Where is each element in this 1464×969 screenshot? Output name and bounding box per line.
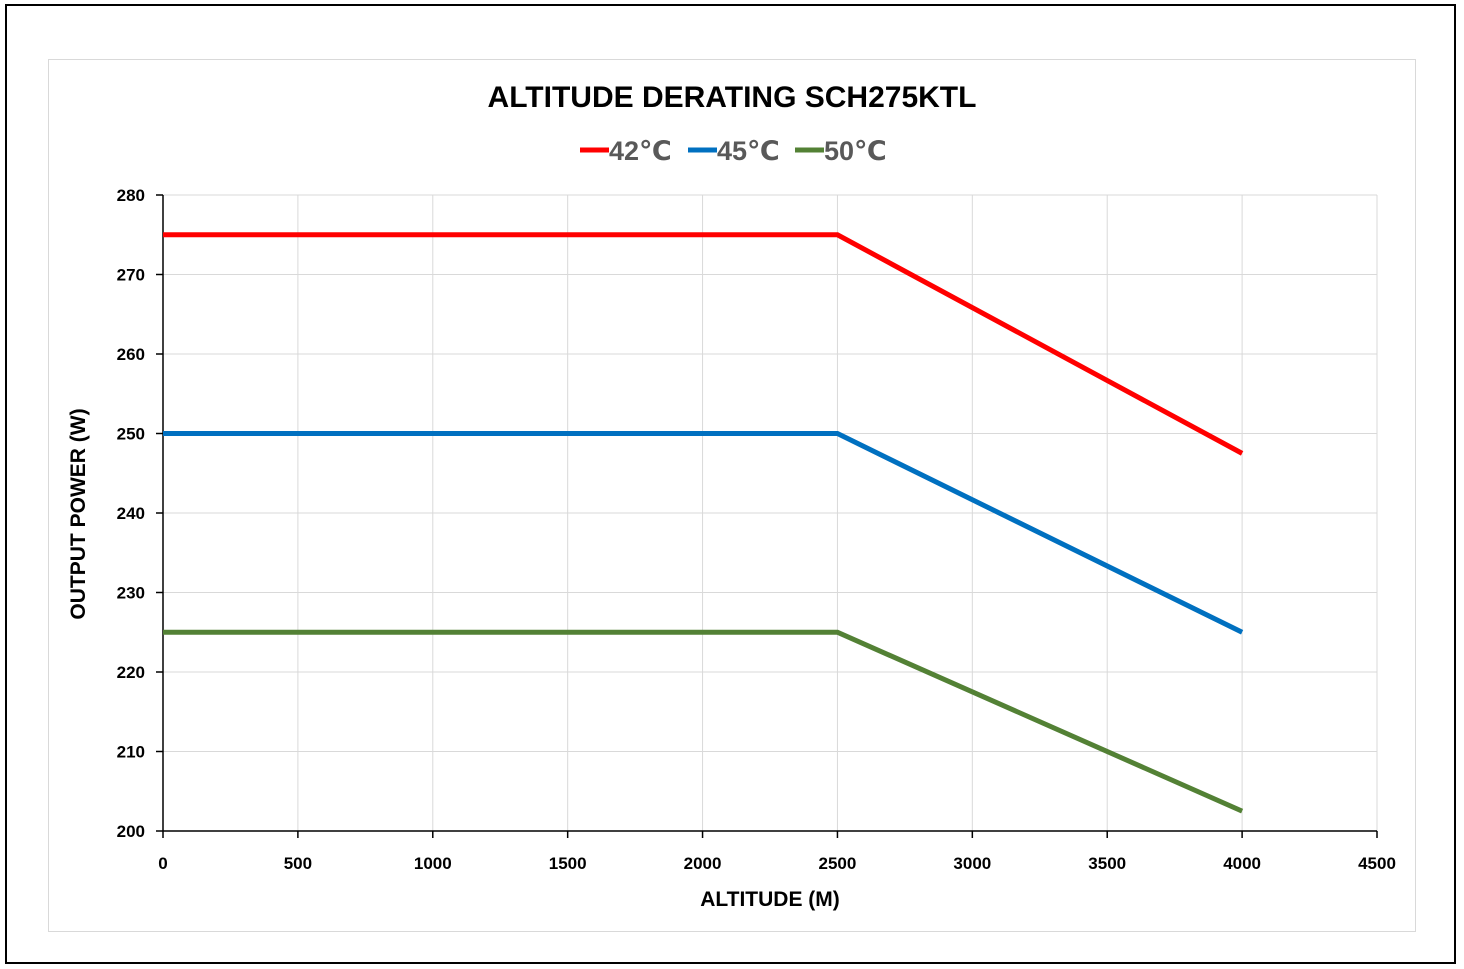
y-tick-label: 200 (117, 822, 145, 841)
y-tick-label: 240 (117, 504, 145, 523)
x-tick-label: 3000 (953, 854, 991, 873)
y-tick-label: 230 (117, 584, 145, 603)
legend: 42℃ 45℃ 50℃ (580, 136, 887, 166)
x-tick-label: 1000 (414, 854, 452, 873)
y-tick-label: 220 (117, 663, 145, 682)
x-axis-label: ALTITUDE (M) (700, 888, 840, 911)
x-tick-label: 0 (158, 854, 167, 873)
x-tick-label: 2000 (684, 854, 722, 873)
series-line-3 (163, 629, 1244, 814)
x-tick-label: 3500 (1088, 854, 1126, 873)
x-tick-label: 4000 (1223, 854, 1261, 873)
x-tick-label: 2500 (819, 854, 857, 873)
chart-title: ALTITUDE DERATING SCH275KTL (488, 81, 977, 114)
legend-label-1: 42℃ (609, 136, 672, 166)
x-tick-label: 1500 (549, 854, 587, 873)
y-tick-label: 280 (117, 186, 145, 205)
x-tick-label: 500 (284, 854, 312, 873)
series-lines (163, 232, 1244, 814)
series-line-2 (163, 431, 1244, 635)
y-tick-label: 260 (117, 345, 145, 364)
tick-labels: 200 210 220 230 240 250 260 270 280 0 500 1000 1500 2… (117, 186, 1396, 873)
axes (156, 194, 1378, 838)
grid (163, 194, 1378, 831)
legend-label-2: 45℃ (717, 136, 780, 166)
y-tick-label: 270 (117, 266, 145, 285)
series-line-1 (163, 232, 1244, 456)
x-tick-label: 4500 (1358, 854, 1396, 873)
y-axis-label: OUTPUT POWER (W) (67, 408, 90, 619)
legend-label-3: 50℃ (824, 136, 887, 166)
y-tick-label: 210 (117, 743, 145, 762)
y-tick-label: 250 (117, 425, 145, 444)
